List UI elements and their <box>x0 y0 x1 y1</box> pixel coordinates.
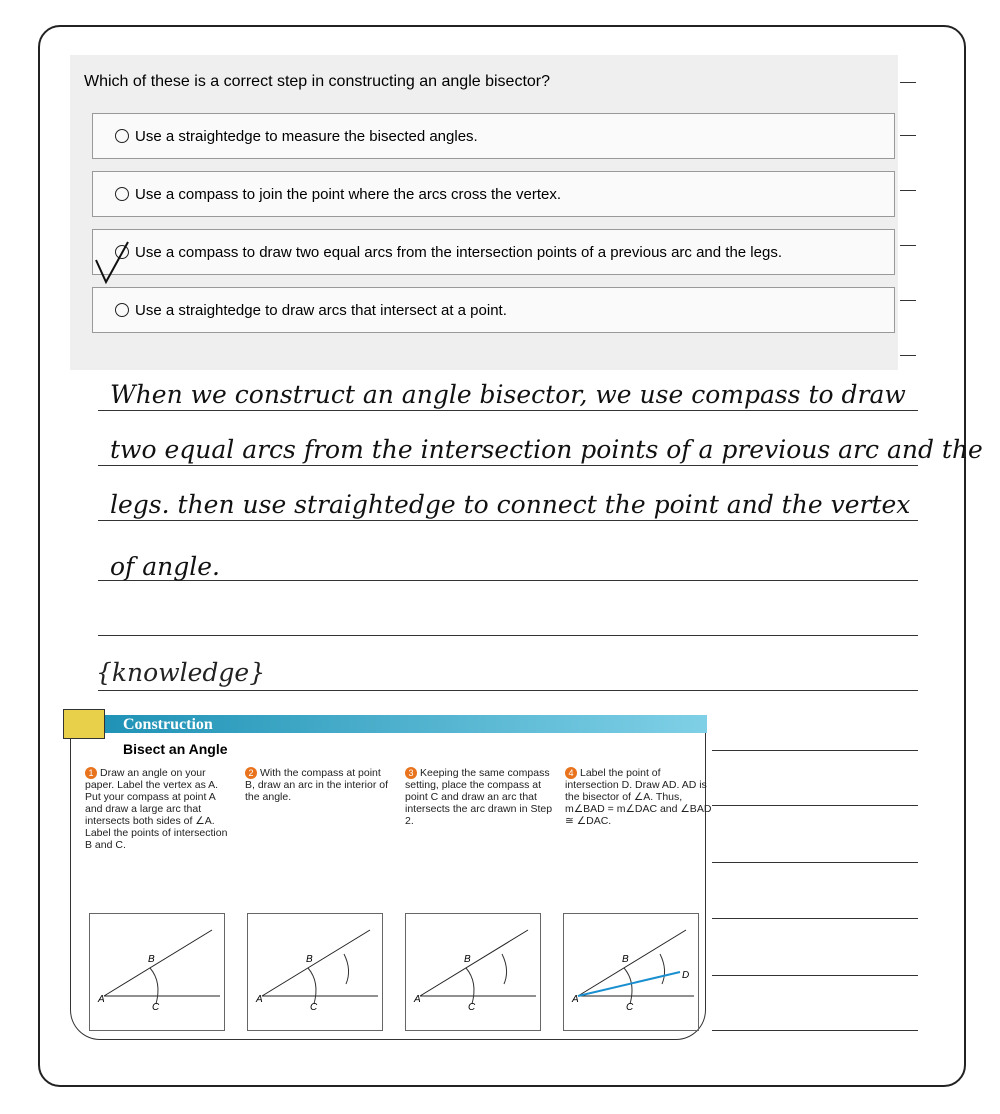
point-label: A <box>98 994 105 1005</box>
figure-drawing <box>577 929 694 1005</box>
dash <box>900 135 916 136</box>
ruled-line <box>712 750 918 751</box>
point-label: A <box>572 994 579 1005</box>
option: Use a compass to join the point where th… <box>92 171 895 217</box>
figure: A B C <box>405 913 541 1031</box>
figure: A B C <box>89 913 225 1031</box>
handwritten-line: two equal arcs from the intersection poi… <box>110 435 983 464</box>
handwritten-line: of angle. <box>110 552 220 581</box>
point-label: C <box>152 1002 160 1013</box>
step-number: 4 <box>565 767 577 779</box>
ruled-line <box>98 520 918 521</box>
step-number: 3 <box>405 767 417 779</box>
handwritten-line: legs. then use straightedge to connect t… <box>110 490 911 519</box>
construction-title: Bisect an Angle <box>123 741 228 757</box>
figure: A B C D <box>563 913 699 1031</box>
option: Use a straightedge to measure the bisect… <box>92 113 895 159</box>
ruled-line <box>98 410 918 411</box>
point-label: B <box>622 954 629 965</box>
ruled-line <box>712 1030 918 1031</box>
option-text: Use a compass to draw two equal arcs fro… <box>135 243 782 261</box>
step-text: Keeping the same compass setting, place … <box>405 767 553 827</box>
radio <box>115 187 129 201</box>
point-label: B <box>464 954 471 965</box>
radio <box>115 129 129 143</box>
ruled-line <box>98 580 918 581</box>
option-text: Use a straightedge to measure the bisect… <box>135 127 478 145</box>
ruled-line <box>98 690 918 691</box>
dash <box>900 82 916 83</box>
point-label: D <box>682 970 690 981</box>
option-text: Use a compass to join the point where th… <box>135 185 562 203</box>
construction-box: Construction Bisect an Angle 1 Draw an an… <box>63 709 711 1040</box>
ruled-line <box>712 975 918 976</box>
step-text: Draw an angle on your paper. Label the v… <box>85 767 228 851</box>
step: 1 Draw an angle on your paper. Label the … <box>85 767 233 851</box>
point-label: A <box>256 994 263 1005</box>
radio <box>115 245 129 259</box>
band <box>71 715 707 733</box>
step-text: Label the point of intersection D. Draw … <box>565 767 712 827</box>
ruled-line <box>712 918 918 919</box>
icon <box>63 709 105 739</box>
option: Use a compass to draw two equal arcs fro… <box>92 229 895 275</box>
dash <box>900 245 916 246</box>
radio <box>115 303 129 317</box>
point-label: A <box>414 994 421 1005</box>
figure-drawing <box>419 929 536 1005</box>
ruled-line <box>712 805 918 806</box>
knowledge-heading: {knowledge} <box>96 658 266 687</box>
step-text: With the compass at point B, draw an arc… <box>245 767 388 803</box>
figure-drawing <box>103 929 220 1005</box>
ruled-line <box>98 465 918 466</box>
ruled-line <box>98 635 918 636</box>
step-number: 2 <box>245 767 257 779</box>
option: Use a straightedge to draw arcs that int… <box>92 287 895 333</box>
question-prompt: Which of these is a correct step in cons… <box>84 73 551 90</box>
step-number: 1 <box>85 767 97 779</box>
figure-drawing <box>261 929 378 1005</box>
point-label: C <box>468 1002 476 1013</box>
step: 2 With the compass at point B, draw an ar… <box>245 767 393 803</box>
ruled-line <box>712 862 918 863</box>
point-label: C <box>626 1002 634 1013</box>
point-label: B <box>148 954 155 965</box>
dash <box>900 355 916 356</box>
construction-label: Construction <box>123 716 213 733</box>
handwritten-line: When we construct an angle bisector, we … <box>110 380 906 409</box>
checkmark <box>95 241 129 285</box>
figure: A B C <box>247 913 383 1031</box>
option-text: Use a straightedge to draw arcs that int… <box>135 301 507 319</box>
point-label: C <box>310 1002 318 1013</box>
dash <box>900 300 916 301</box>
point-label: B <box>306 954 313 965</box>
step: 4 Label the point of intersection D. Draw… <box>565 767 713 827</box>
step: 3 Keeping the same compass setting, place… <box>405 767 553 827</box>
dash <box>900 190 916 191</box>
frame <box>38 25 966 1087</box>
